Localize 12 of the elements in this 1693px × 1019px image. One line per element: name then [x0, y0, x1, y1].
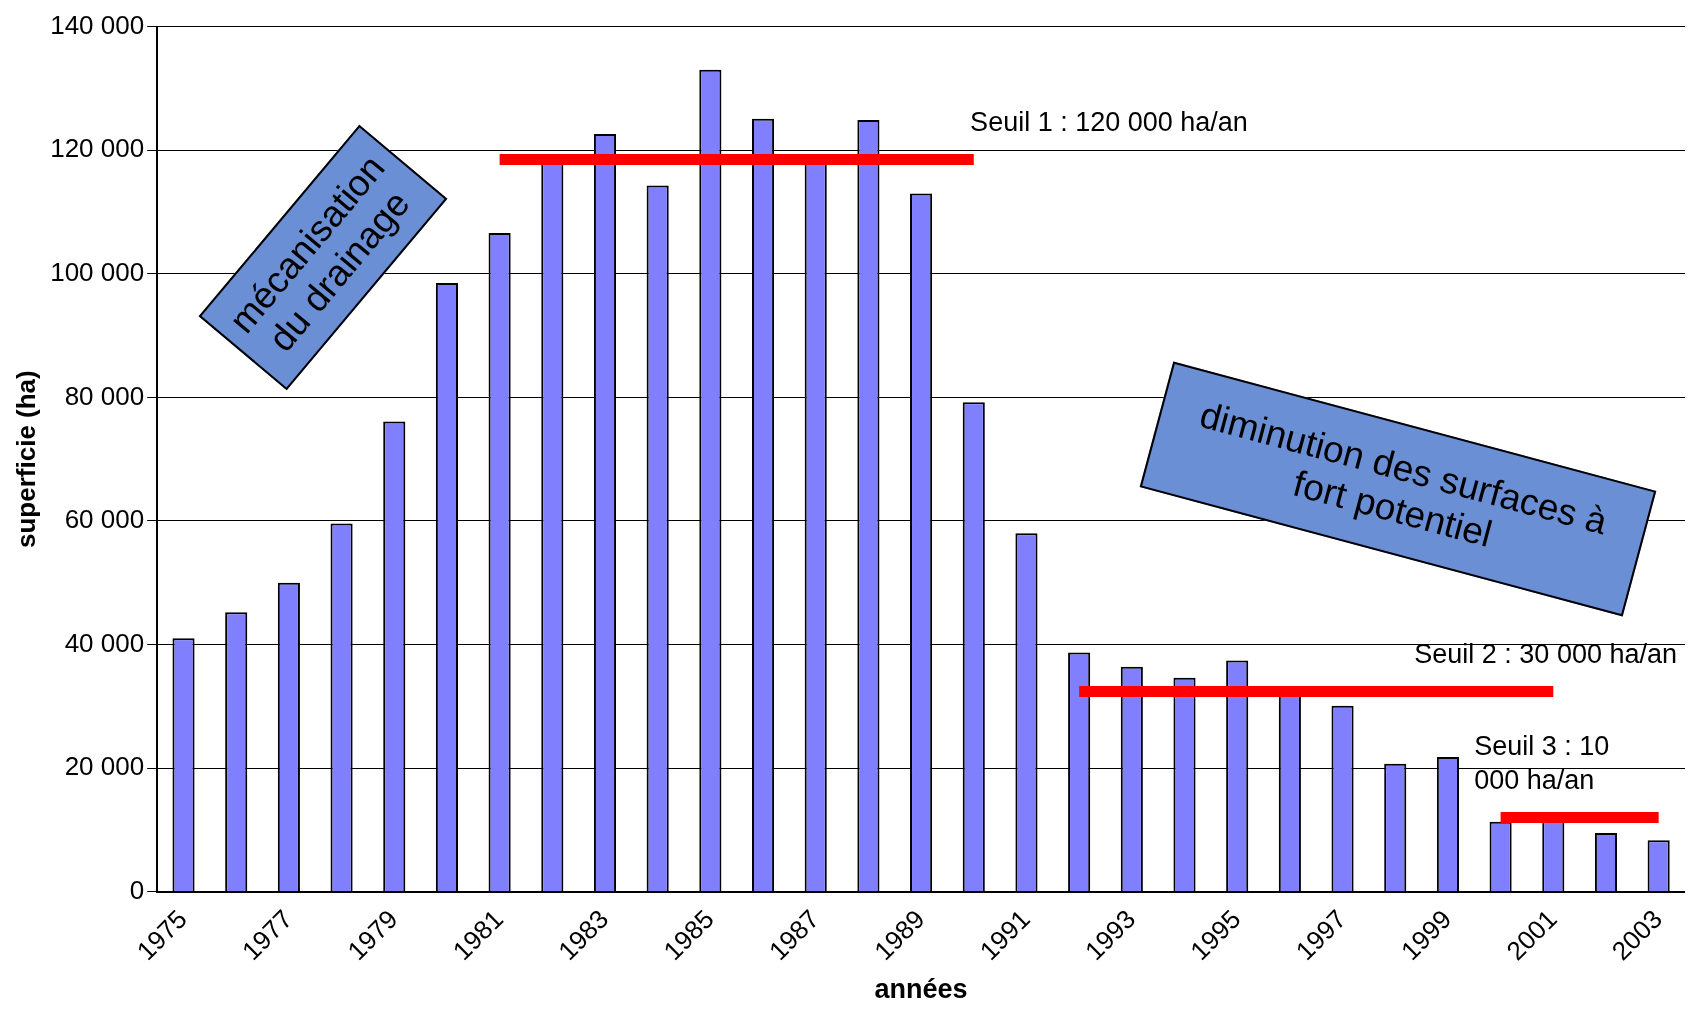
- y-tick-label: 20 000: [64, 751, 145, 782]
- y-tick-label: 60 000: [64, 504, 145, 535]
- series-label: Seuil 3 : 10 000 ha/an: [1474, 731, 1610, 796]
- y-tick-label: 0: [129, 874, 145, 905]
- series-label: Seuil 1 : 120 000 ha/an: [970, 107, 1248, 138]
- y-tick-label: 80 000: [64, 380, 145, 411]
- y-tick-label: 120 000: [50, 133, 145, 164]
- x-axis-title: années: [874, 974, 968, 1005]
- y-tick-label: 40 000: [64, 627, 145, 658]
- y-tick-label: 100 000: [50, 256, 145, 287]
- y-axis-title: superficie (ha): [10, 370, 41, 548]
- y-tick-label: 140 000: [50, 9, 145, 40]
